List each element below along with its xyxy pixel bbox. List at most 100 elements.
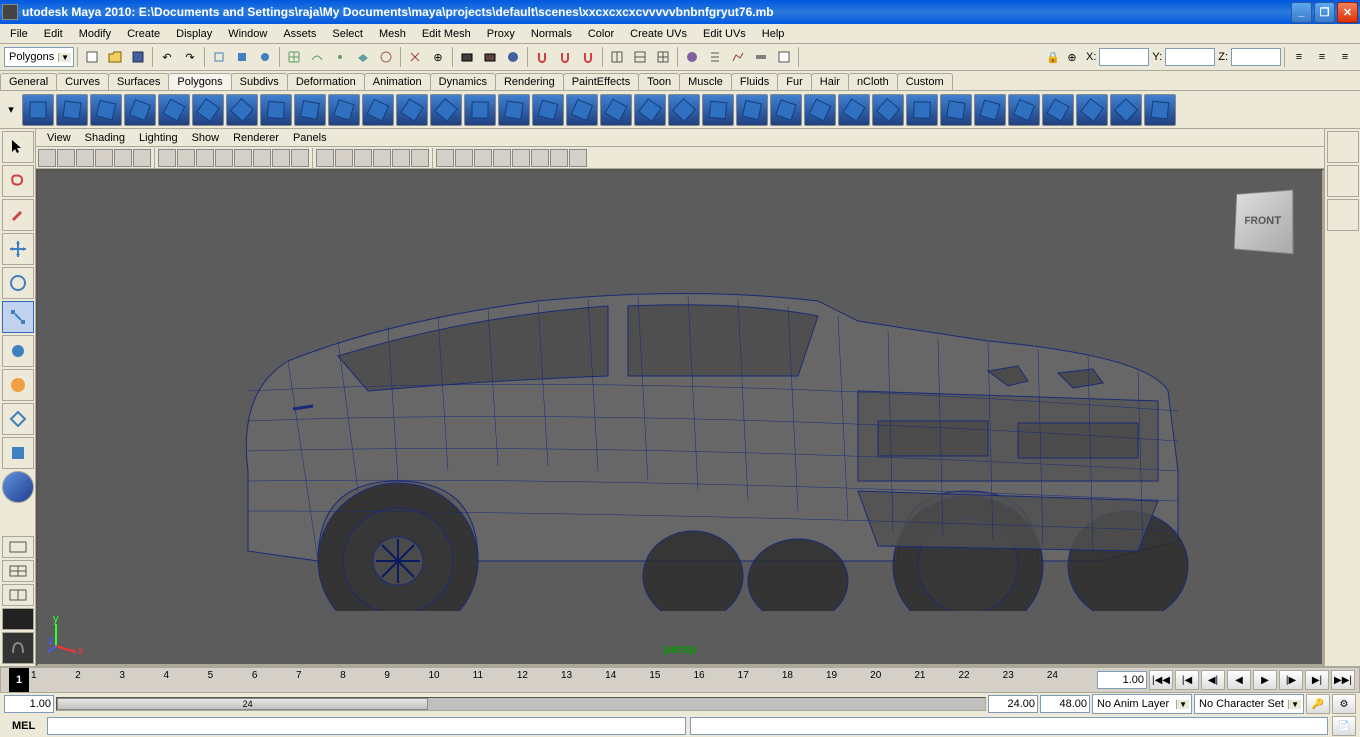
scale-tool[interactable] (2, 301, 34, 333)
render-globals-button[interactable] (502, 46, 524, 68)
ipr-render-button[interactable] (479, 46, 501, 68)
shelf-poly-button-30[interactable] (1042, 94, 1074, 126)
single-pane-layout[interactable] (2, 536, 34, 558)
shelf-menu-button[interactable]: ▾ (2, 94, 20, 126)
vp-tool-26[interactable] (550, 149, 568, 167)
time-slider[interactable]: 1 12345678910111213141516171819202122232… (0, 667, 1360, 693)
vp-tool-3[interactable] (95, 149, 113, 167)
magnet3-button[interactable] (577, 46, 599, 68)
vp-tool-19[interactable] (411, 149, 429, 167)
menu-editmesh[interactable]: Edit Mesh (414, 26, 479, 42)
x-coord-input[interactable] (1099, 48, 1149, 66)
vp-tool-14[interactable] (316, 149, 334, 167)
shelf-tab-toon[interactable]: Toon (638, 73, 680, 90)
range-handle[interactable]: 24 (57, 698, 428, 710)
vp-tool-9[interactable] (215, 149, 233, 167)
vp-tool-16[interactable] (354, 149, 372, 167)
shelf-poly-button-25[interactable] (872, 94, 904, 126)
vp-tool-10[interactable] (234, 149, 252, 167)
snap-grid-button[interactable] (283, 46, 305, 68)
vp-tool-6[interactable] (158, 149, 176, 167)
shelf-tab-fur[interactable]: Fur (777, 73, 812, 90)
script-editor-button[interactable] (773, 46, 795, 68)
shelf-poly-button-18[interactable] (634, 94, 666, 126)
vp-tool-0[interactable] (38, 149, 56, 167)
attribute-editor-toggle[interactable] (1327, 131, 1359, 163)
vp-tool-8[interactable] (196, 149, 214, 167)
shelf-poly-button-6[interactable] (226, 94, 258, 126)
vp-tool-17[interactable] (373, 149, 391, 167)
anim-layer-dropdown[interactable]: No Anim Layer (1092, 694, 1192, 714)
vp-menu-shading[interactable]: Shading (78, 131, 132, 145)
command-input[interactable] (47, 717, 685, 735)
shelf-tab-deformation[interactable]: Deformation (287, 73, 365, 90)
menu-window[interactable]: Window (220, 26, 275, 42)
shelf-tab-muscle[interactable]: Muscle (679, 73, 732, 90)
layout2-button[interactable] (629, 46, 651, 68)
vp-tool-21[interactable] (455, 149, 473, 167)
rotate-tool[interactable] (2, 267, 34, 299)
shelf-poly-button-16[interactable] (566, 94, 598, 126)
shelf-poly-button-10[interactable] (362, 94, 394, 126)
shelf-tab-polygons[interactable]: Polygons (168, 73, 231, 90)
vp-tool-4[interactable] (114, 149, 132, 167)
history-on-button[interactable] (404, 46, 426, 68)
two-pane-layout[interactable] (2, 584, 34, 606)
vp-tool-24[interactable] (512, 149, 530, 167)
vp-tool-20[interactable] (436, 149, 454, 167)
shelf-poly-button-2[interactable] (90, 94, 122, 126)
vp-tool-11[interactable] (253, 149, 271, 167)
current-frame-input[interactable] (1097, 671, 1147, 689)
vp-tool-7[interactable] (177, 149, 195, 167)
menu-create[interactable]: Create (119, 26, 168, 42)
vp-tool-1[interactable] (57, 149, 75, 167)
shelf-poly-button-28[interactable] (974, 94, 1006, 126)
menu-createuvs[interactable]: Create UVs (622, 26, 695, 42)
menu-select[interactable]: Select (324, 26, 371, 42)
coord-mode-icon[interactable]: ⊕ (1061, 46, 1083, 68)
vp-tool-5[interactable] (133, 149, 151, 167)
character-set-dropdown[interactable]: No Character Set (1194, 694, 1304, 714)
menu-assets[interactable]: Assets (275, 26, 324, 42)
vp-tool-2[interactable] (76, 149, 94, 167)
render-button[interactable] (456, 46, 478, 68)
shelf-tab-general[interactable]: General (0, 73, 57, 90)
shelf-poly-button-32[interactable] (1110, 94, 1142, 126)
vp-menu-panels[interactable]: Panels (286, 131, 334, 145)
shelf-tab-painteffects[interactable]: PaintEffects (563, 73, 640, 90)
shelf-poly-button-11[interactable] (396, 94, 428, 126)
rewind-button[interactable]: |◀◀ (1149, 670, 1173, 690)
shelf-poly-button-27[interactable] (940, 94, 972, 126)
play-back-button[interactable]: ◀ (1227, 670, 1251, 690)
shelf-poly-button-15[interactable] (532, 94, 564, 126)
shelf-tab-ncloth[interactable]: nCloth (848, 73, 898, 90)
prev-key-button[interactable]: ◀| (1201, 670, 1225, 690)
coord-lock-icon[interactable]: 🔒 (1046, 51, 1060, 64)
step-back-button[interactable]: |◀ (1175, 670, 1199, 690)
module-selector[interactable]: Polygons (4, 47, 74, 67)
universal-manip-tool[interactable] (2, 335, 34, 367)
magnet-button[interactable] (531, 46, 553, 68)
vp-tool-27[interactable] (569, 149, 587, 167)
shelf-poly-button-21[interactable] (736, 94, 768, 126)
view-cube[interactable]: FRONT (1234, 189, 1294, 254)
vp-tool-13[interactable] (291, 149, 309, 167)
layout3-button[interactable] (652, 46, 674, 68)
paint-select-tool[interactable] (2, 199, 34, 231)
next-key-button[interactable]: |▶ (1279, 670, 1303, 690)
shelf-tab-custom[interactable]: Custom (897, 73, 953, 90)
shelf-poly-button-23[interactable] (804, 94, 836, 126)
channel-box-toggle-btn[interactable] (1327, 199, 1359, 231)
vp-tool-15[interactable] (335, 149, 353, 167)
vp-menu-lighting[interactable]: Lighting (132, 131, 185, 145)
cmd-language-label[interactable]: MEL (4, 720, 43, 732)
script-editor-button[interactable]: 📄 (1332, 716, 1356, 736)
shelf-tab-animation[interactable]: Animation (364, 73, 431, 90)
shelf-poly-button-31[interactable] (1076, 94, 1108, 126)
shelf-poly-button-14[interactable] (498, 94, 530, 126)
vp-menu-view[interactable]: View (40, 131, 78, 145)
shelf-poly-button-20[interactable] (702, 94, 734, 126)
menu-mesh[interactable]: Mesh (371, 26, 414, 42)
magnet2-button[interactable] (554, 46, 576, 68)
maximize-button[interactable]: ❐ (1314, 2, 1335, 23)
